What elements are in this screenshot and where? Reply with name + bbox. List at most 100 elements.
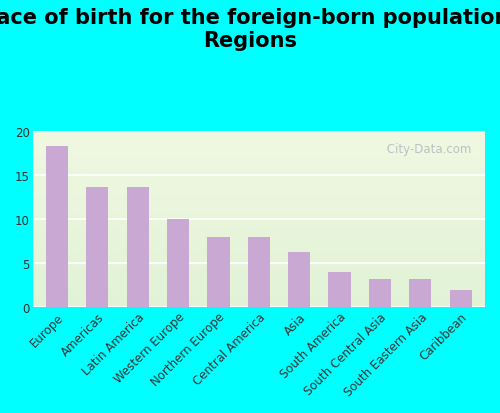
- Bar: [32, 143, 485, 144]
- Bar: [32, 160, 485, 161]
- Bar: [32, 153, 485, 154]
- Bar: [32, 157, 485, 158]
- Bar: [32, 283, 485, 284]
- Bar: [46, 147, 68, 307]
- Bar: [32, 262, 485, 263]
- Bar: [32, 264, 485, 265]
- Bar: [32, 233, 485, 234]
- Bar: [32, 144, 485, 145]
- Bar: [32, 253, 485, 254]
- Bar: [32, 172, 485, 173]
- Bar: [32, 285, 485, 286]
- Bar: [32, 167, 485, 168]
- Bar: [32, 178, 485, 179]
- Bar: [32, 243, 485, 244]
- Bar: [32, 245, 485, 246]
- Bar: [32, 137, 485, 138]
- Bar: [32, 248, 485, 249]
- Bar: [167, 220, 189, 307]
- Bar: [208, 237, 230, 307]
- Bar: [32, 142, 485, 143]
- Bar: [32, 186, 485, 187]
- Bar: [32, 239, 485, 240]
- Bar: [86, 187, 108, 307]
- Bar: [248, 237, 270, 307]
- Bar: [32, 272, 485, 273]
- Bar: [32, 189, 485, 190]
- Bar: [32, 208, 485, 209]
- Bar: [32, 162, 485, 163]
- Bar: [32, 227, 485, 228]
- Bar: [32, 297, 485, 298]
- Bar: [32, 195, 485, 196]
- Bar: [32, 149, 485, 150]
- Bar: [32, 151, 485, 152]
- Bar: [32, 215, 485, 216]
- Bar: [32, 284, 485, 285]
- Bar: [32, 218, 485, 219]
- Bar: [32, 255, 485, 256]
- Bar: [32, 192, 485, 193]
- Bar: [288, 252, 310, 307]
- Bar: [32, 280, 485, 281]
- Bar: [32, 174, 485, 175]
- Bar: [32, 163, 485, 164]
- Bar: [32, 225, 485, 226]
- Bar: [32, 278, 485, 279]
- Bar: [32, 182, 485, 183]
- Bar: [32, 200, 485, 201]
- Bar: [32, 268, 485, 269]
- Bar: [32, 273, 485, 274]
- Bar: [32, 306, 485, 307]
- Bar: [32, 282, 485, 283]
- Bar: [32, 260, 485, 261]
- Bar: [32, 181, 485, 182]
- Bar: [32, 169, 485, 170]
- Bar: [32, 277, 485, 278]
- Bar: [32, 267, 485, 268]
- Bar: [32, 139, 485, 140]
- Bar: [32, 232, 485, 233]
- Bar: [32, 265, 485, 266]
- Bar: [32, 173, 485, 174]
- Bar: [32, 217, 485, 218]
- Bar: [32, 188, 485, 189]
- Bar: [32, 242, 485, 243]
- Bar: [32, 210, 485, 211]
- Bar: [32, 250, 485, 251]
- Bar: [32, 196, 485, 197]
- Bar: [32, 293, 485, 294]
- Bar: [32, 302, 485, 303]
- Bar: [32, 166, 485, 167]
- Bar: [32, 154, 485, 155]
- Bar: [32, 183, 485, 184]
- Bar: [32, 164, 485, 165]
- Bar: [32, 236, 485, 237]
- Bar: [328, 272, 350, 307]
- Text: Place of birth for the foreign-born population -
Regions: Place of birth for the foreign-born popu…: [0, 8, 500, 51]
- Bar: [32, 291, 485, 292]
- Bar: [32, 187, 485, 188]
- Bar: [32, 205, 485, 206]
- Bar: [32, 190, 485, 191]
- Bar: [32, 179, 485, 180]
- Bar: [32, 289, 485, 290]
- Bar: [32, 156, 485, 157]
- Bar: [32, 202, 485, 203]
- Bar: [32, 201, 485, 202]
- Bar: [32, 135, 485, 136]
- Bar: [32, 140, 485, 141]
- Bar: [32, 244, 485, 245]
- Bar: [32, 301, 485, 302]
- Bar: [32, 249, 485, 250]
- Bar: [32, 241, 485, 242]
- Bar: [32, 290, 485, 291]
- Bar: [32, 177, 485, 178]
- Bar: [32, 158, 485, 159]
- Bar: [32, 219, 485, 220]
- Bar: [32, 136, 485, 137]
- Bar: [32, 257, 485, 258]
- Bar: [32, 231, 485, 232]
- Bar: [32, 263, 485, 264]
- Bar: [32, 133, 485, 134]
